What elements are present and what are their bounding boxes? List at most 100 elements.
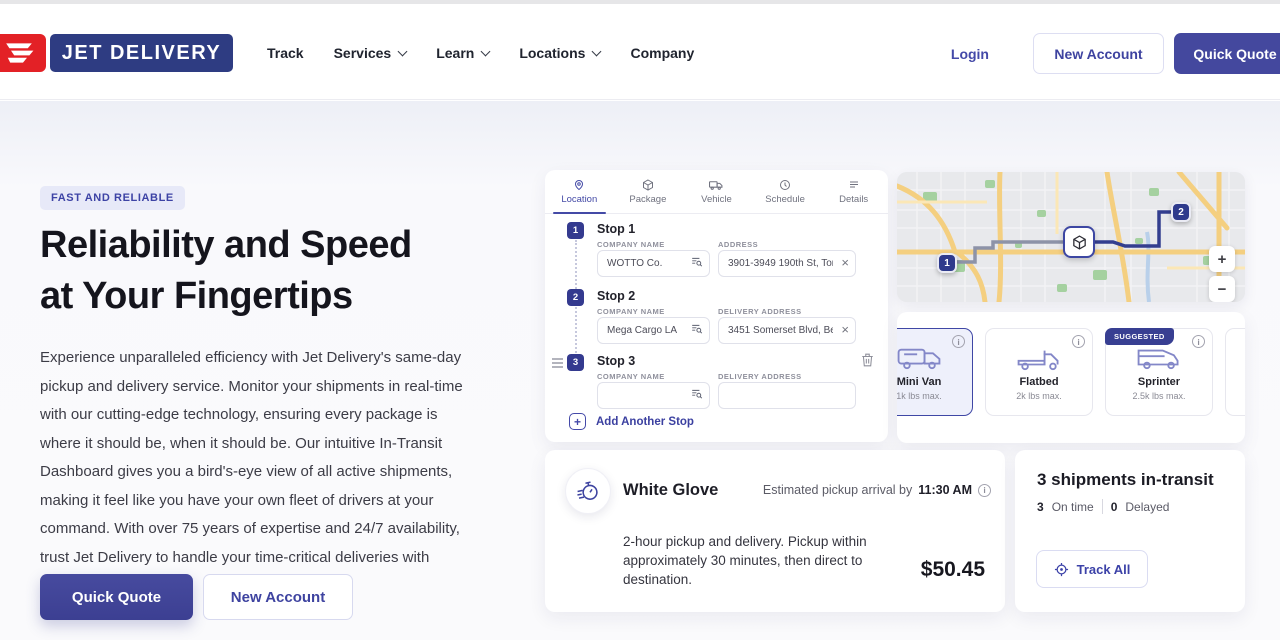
brand-name: JET DELIVERY <box>61 41 222 64</box>
clear-address-icon[interactable]: × <box>841 255 849 270</box>
vehicle-card-sprinter[interactable]: SUGGESTED i Sprinter 2.5k lbs max. <box>1105 328 1213 416</box>
shipments-card: 3 shipments in-transit 3 On time 0 Delay… <box>1015 450 1245 612</box>
tab-package[interactable]: Package <box>614 170 683 213</box>
stop-1-address-input[interactable] <box>718 250 856 277</box>
hero-quick-quote-button[interactable]: Quick Quote <box>40 574 193 620</box>
clear-address-icon[interactable]: × <box>841 322 849 337</box>
add-another-stop-button[interactable]: + Add Another Stop <box>569 413 694 430</box>
map-stop-1-marker[interactable]: 1 <box>937 253 957 273</box>
stop-2-title: Stop 2 <box>597 289 636 303</box>
jet-icon <box>6 43 34 63</box>
stop-3-address-label: DELIVERY ADDRESS <box>718 372 802 381</box>
nav-services[interactable]: Services <box>334 45 408 61</box>
tab-vehicle[interactable]: Vehicle <box>682 170 751 213</box>
login-link[interactable]: Login <box>950 45 989 62</box>
stop-1-address-field: × <box>718 250 856 277</box>
vehicle-icon <box>709 180 723 190</box>
route-map[interactable]: 1 2 + − <box>897 172 1245 302</box>
map-stop-2-marker[interactable]: 2 <box>1171 202 1191 222</box>
on-time-count: 3 <box>1037 499 1044 514</box>
stop-3-company-field <box>597 382 710 409</box>
package-cube-icon <box>1072 234 1086 250</box>
list-icon <box>849 181 858 187</box>
stats-divider <box>1101 499 1103 514</box>
stop-2-badge: 2 <box>567 289 584 306</box>
stop-3-badge: 3 <box>567 354 584 371</box>
stop-3-address-field <box>718 382 856 409</box>
brand-jet-icon[interactable] <box>0 34 46 72</box>
main-nav: Track Services Learn Locations Company <box>267 34 694 72</box>
service-option-card[interactable]: White Glove Estimated pickup arrival by … <box>545 450 1005 612</box>
map-zoom-in-button[interactable]: + <box>1209 246 1235 272</box>
tab-details[interactable]: Details <box>819 170 888 213</box>
tab-schedule[interactable]: Schedule <box>751 170 820 213</box>
stop-1-badge: 1 <box>567 222 584 239</box>
map-package-marker[interactable] <box>1063 226 1095 258</box>
info-icon[interactable]: i <box>1072 335 1085 348</box>
delayed-count: 0 <box>1110 499 1118 514</box>
stop-1-company-field <box>597 250 710 277</box>
shipments-stats: 3 On time 0 Delayed <box>1037 499 1169 514</box>
title-line-1: Reliability and Speed <box>40 224 412 266</box>
stop-3-title: Stop 3 <box>597 354 636 368</box>
nav-track[interactable]: Track <box>267 45 304 61</box>
info-icon[interactable]: i <box>1192 335 1205 348</box>
vehicle-capacity: 2k lbs max. <box>1016 391 1062 401</box>
vehicle-card-flatbed[interactable]: i Flatbed 2k lbs max. <box>985 328 1093 416</box>
brand-logo[interactable]: JET DELIVERY <box>50 34 233 72</box>
stop-3-address-input[interactable] <box>718 382 856 409</box>
vehicle-capacity: 2.5k lbs max. <box>1132 391 1186 401</box>
header: JET DELIVERY Track Services Learn Locati… <box>0 4 1280 100</box>
vehicle-selector-card: i Mini Van 1k lbs max. i Flatbed 2k lbs … <box>897 312 1245 443</box>
hero-new-account-button[interactable]: New Account <box>203 574 353 620</box>
company-lookup-icon[interactable] <box>691 323 703 335</box>
nav-locations[interactable]: Locations <box>519 45 602 61</box>
drag-handle-icon[interactable] <box>552 358 563 370</box>
delete-stop-icon[interactable] <box>861 353 874 367</box>
stopwatch-icon <box>577 481 598 500</box>
flatbed-icon <box>1016 342 1062 374</box>
service-description: 2-hour pickup and delivery. Pickup withi… <box>623 534 867 587</box>
title-line-2: at Your Fingertips <box>40 275 353 317</box>
quick-quote-button[interactable]: Quick Quote <box>1174 33 1280 74</box>
eta-time: 11:30 AM <box>918 483 972 497</box>
company-lookup-icon[interactable] <box>691 388 703 400</box>
stop-3-company-input[interactable] <box>597 382 710 409</box>
service-price: $50.45 <box>920 558 985 581</box>
chevron-down-icon <box>397 46 408 56</box>
vehicle-card-partial[interactable] <box>1225 328 1245 416</box>
info-icon[interactable]: i <box>978 483 991 497</box>
location-pin-icon <box>575 179 584 190</box>
vehicle-card-mini-van[interactable]: i Mini Van 1k lbs max. <box>897 328 973 416</box>
stop-2-address-field: × <box>718 317 856 344</box>
nav-company[interactable]: Company <box>630 45 695 61</box>
stop-1-address-label: ADDRESS <box>718 240 759 249</box>
nav-learn[interactable]: Learn <box>436 45 491 61</box>
form-tabs: Location Package Vehicle Schedule Detail… <box>545 170 888 214</box>
stop-3-company-label: COMPANY NAME <box>597 372 665 381</box>
new-account-button[interactable]: New Account <box>1033 33 1164 74</box>
tab-location[interactable]: Location <box>545 170 614 214</box>
page-title: Reliability and Speed at Your Fingertips <box>40 220 480 322</box>
info-icon[interactable]: i <box>952 335 965 348</box>
sprinter-van-icon <box>1136 342 1182 374</box>
company-lookup-icon[interactable] <box>691 256 703 268</box>
stop-1-title: Stop 1 <box>597 222 636 236</box>
map-zoom-out-button[interactable]: − <box>1209 276 1235 302</box>
track-all-label: Track All <box>1076 561 1131 577</box>
header-actions: Login New Account Quick Quote <box>951 33 1280 74</box>
stop-2-company-label: COMPANY NAME <box>597 307 665 316</box>
hero-description: Experience unparalleled efficiency with … <box>40 349 463 594</box>
stop-1-company-input[interactable] <box>597 250 710 277</box>
chevron-down-icon <box>480 46 491 56</box>
stop-2-address-label: DELIVERY ADDRESS <box>718 307 802 316</box>
stop-2-address-input[interactable] <box>718 317 856 344</box>
route-remaining <box>1085 210 1181 248</box>
stop-2-company-input[interactable] <box>597 317 710 344</box>
crosshair-icon <box>1054 562 1068 576</box>
track-all-button[interactable]: Track All <box>1036 550 1148 588</box>
suggested-badge: SUGGESTED <box>1105 328 1174 345</box>
route-traveled <box>947 240 1073 264</box>
vehicle-card-row: i Mini Van 1k lbs max. i Flatbed 2k lbs … <box>897 328 1245 416</box>
service-name: White Glove <box>623 481 719 499</box>
